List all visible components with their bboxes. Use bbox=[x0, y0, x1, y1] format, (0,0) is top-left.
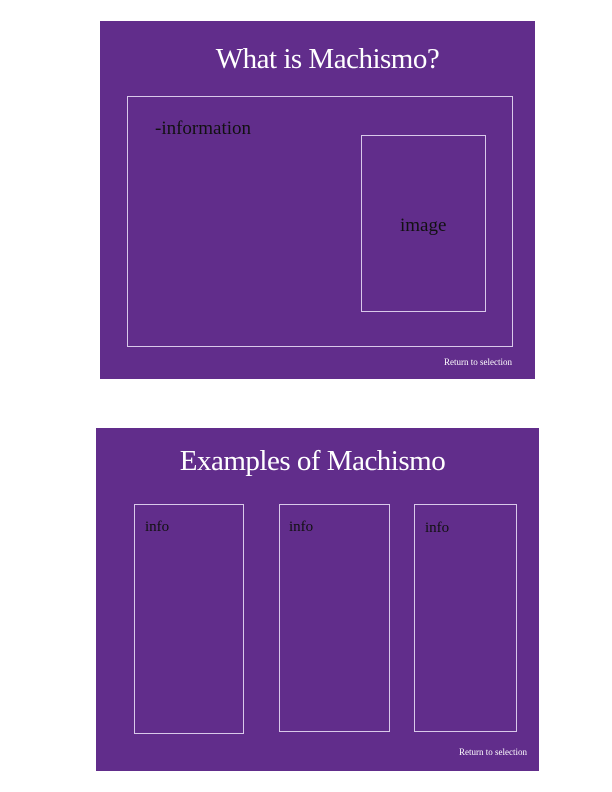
content-frame: -information image bbox=[127, 96, 513, 347]
info-text: info bbox=[289, 519, 314, 535]
slide-title: What is Machismo? bbox=[215, 43, 440, 75]
slide-title: Examples of Machismo bbox=[179, 445, 446, 477]
image-placeholder: image bbox=[361, 135, 486, 312]
info-box: info bbox=[414, 504, 517, 732]
image-label: image bbox=[400, 215, 447, 236]
info-box: info bbox=[279, 504, 390, 732]
info-text: info bbox=[425, 520, 450, 536]
information-text: -information bbox=[155, 118, 252, 139]
return-to-selection-link[interactable]: Return to selection bbox=[444, 357, 512, 367]
return-to-selection-link[interactable]: Return to selection bbox=[459, 747, 527, 757]
slide-examples-of-machismo: Examples of Machismo info info info Retu… bbox=[96, 428, 539, 771]
slide-what-is-machismo: What is Machismo? -information image Ret… bbox=[100, 21, 535, 379]
info-text: info bbox=[145, 519, 170, 535]
info-box: info bbox=[134, 504, 244, 734]
